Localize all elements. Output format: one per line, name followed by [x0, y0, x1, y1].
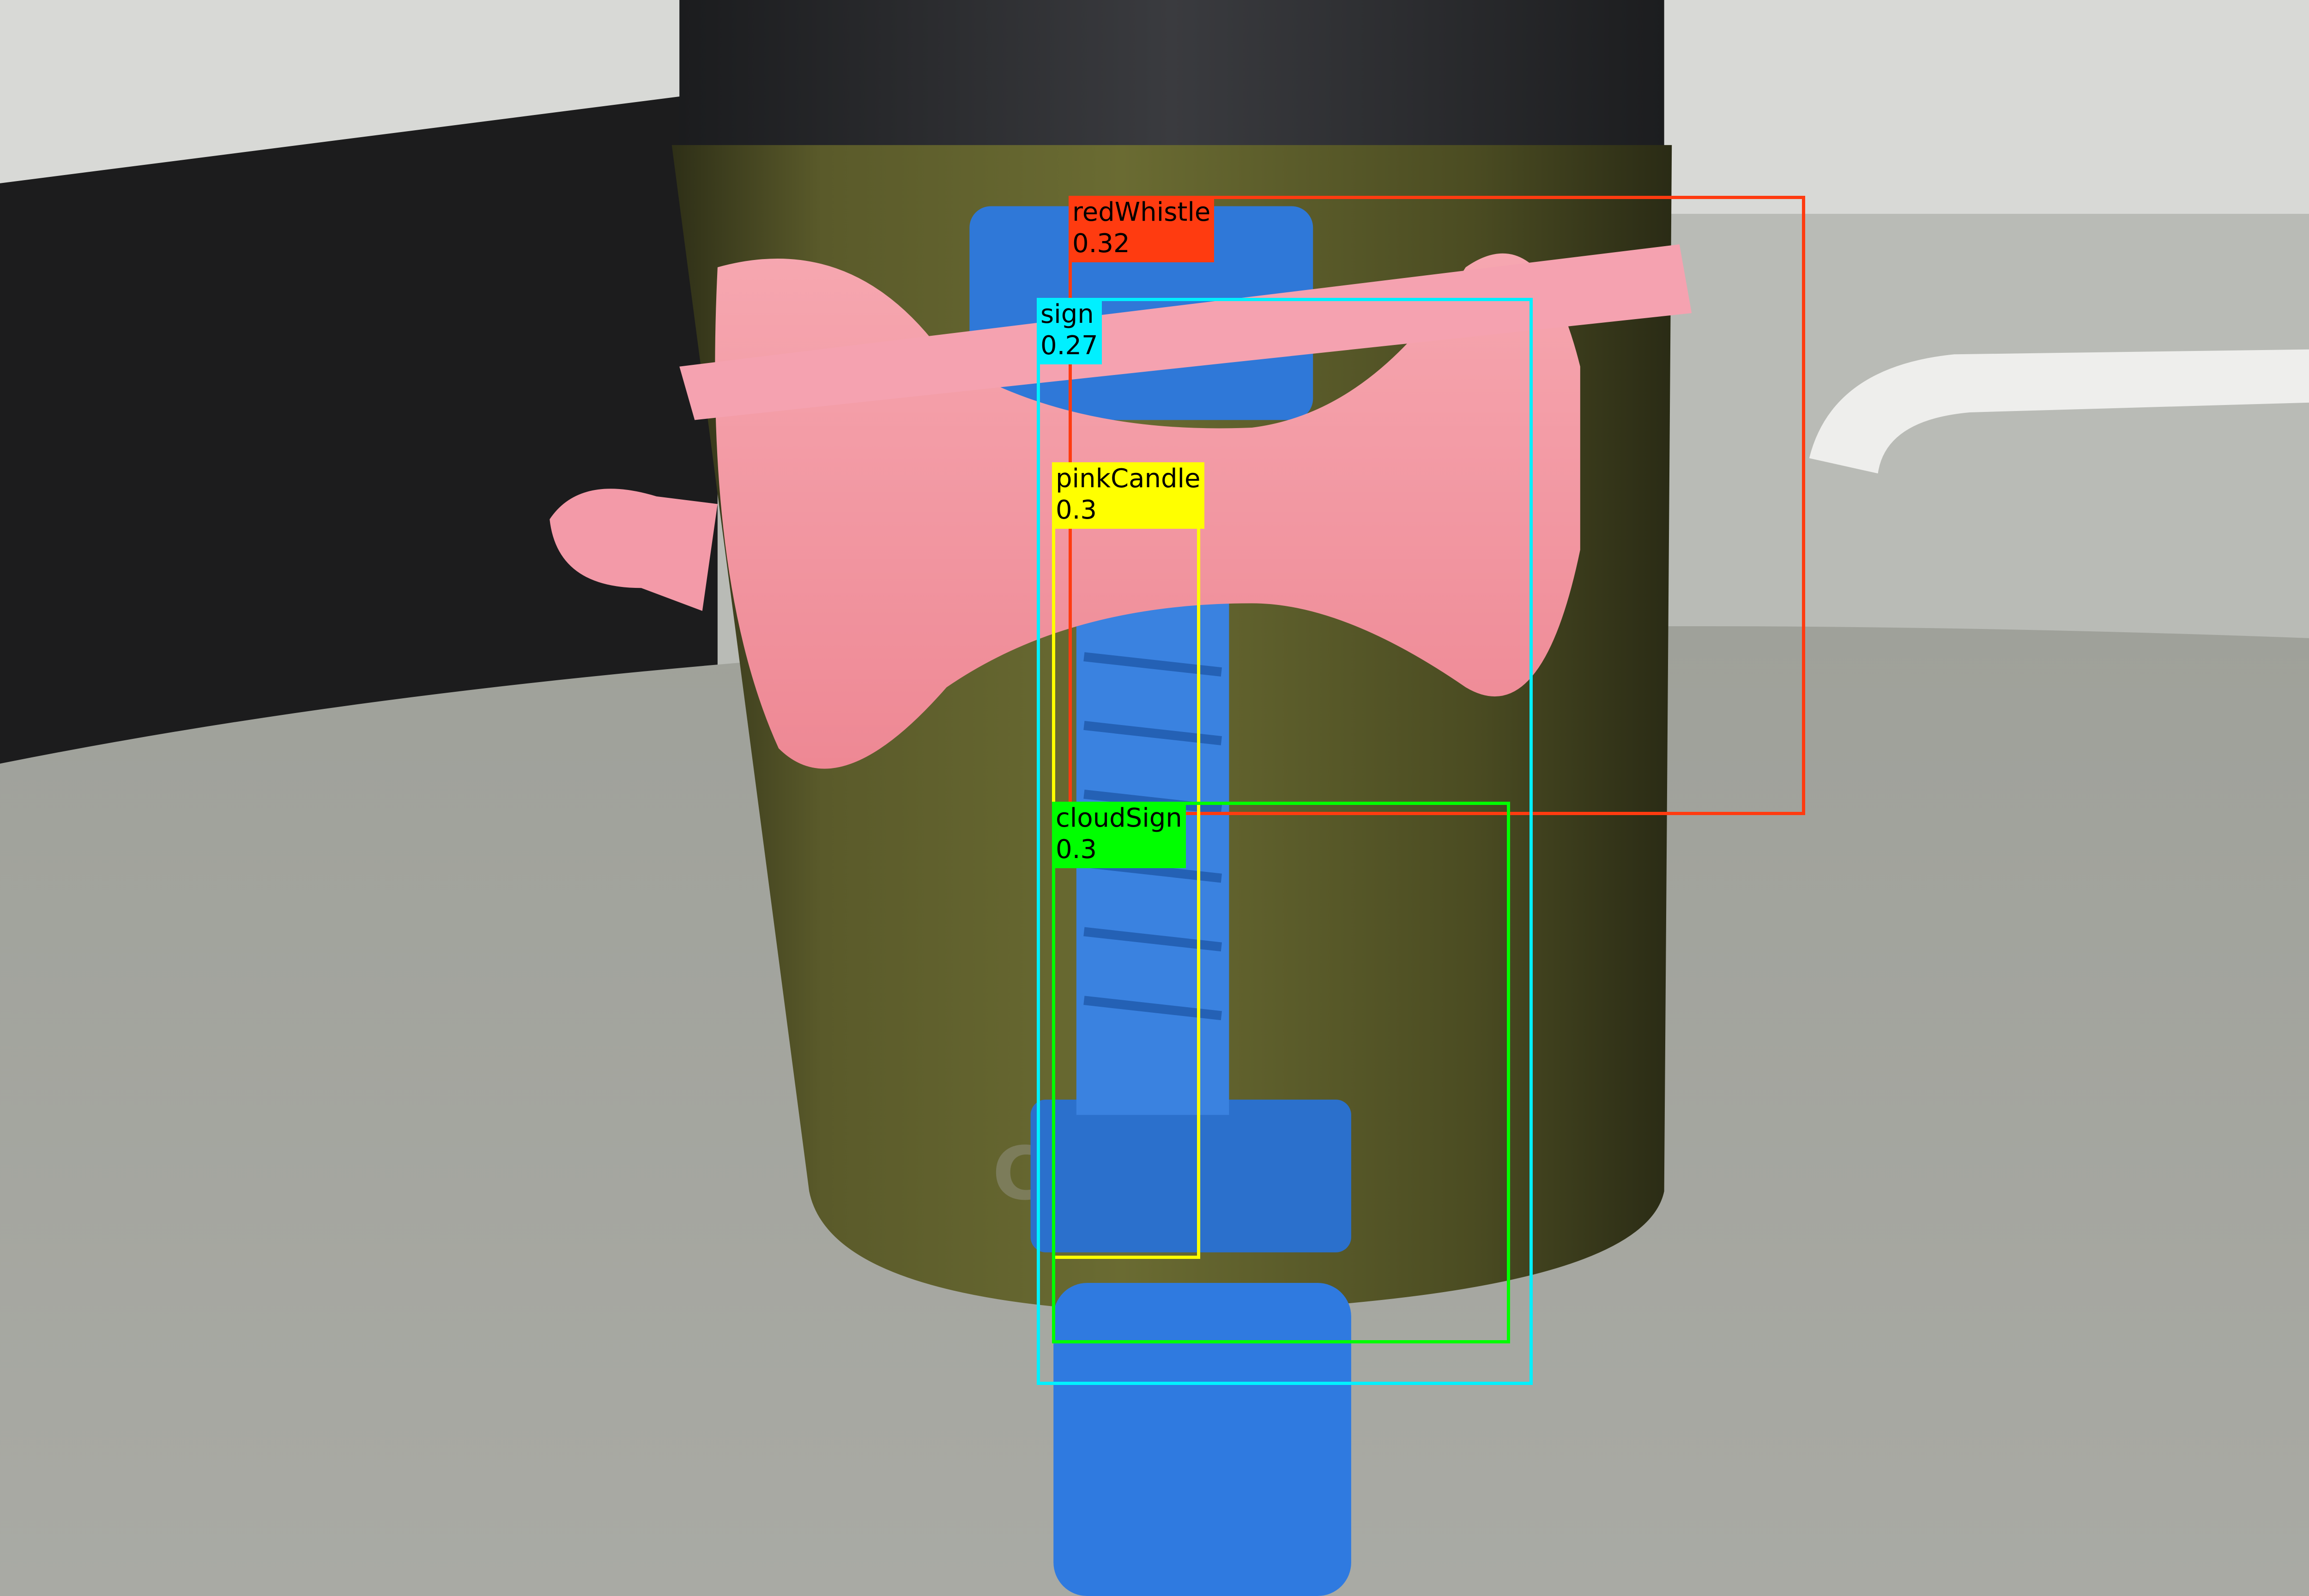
detection-label-redwhistle: redWhistle 0.32 [1069, 196, 1215, 262]
detection-class-name: pinkCandle [1056, 464, 1201, 494]
detection-class-name: cloudSign [1056, 803, 1182, 833]
detection-label-pinkcandle: pinkCandle 0.3 [1052, 462, 1204, 529]
detection-label-sign: sign 0.27 [1037, 298, 1102, 364]
detection-class-name: sign [1040, 299, 1094, 329]
detection-box-sign: sign 0.27 [1037, 298, 1533, 1385]
detection-label-cloudsign: cloudSign 0.3 [1052, 802, 1186, 868]
detection-score: 0.3 [1056, 834, 1097, 864]
detection-box-cloudsign: cloudSign 0.3 [1052, 802, 1510, 1343]
detection-class-name: redWhistle [1072, 197, 1211, 227]
detection-score: 0.3 [1056, 495, 1097, 525]
detection-score: 0.27 [1040, 331, 1098, 361]
detection-score: 0.32 [1072, 229, 1130, 259]
